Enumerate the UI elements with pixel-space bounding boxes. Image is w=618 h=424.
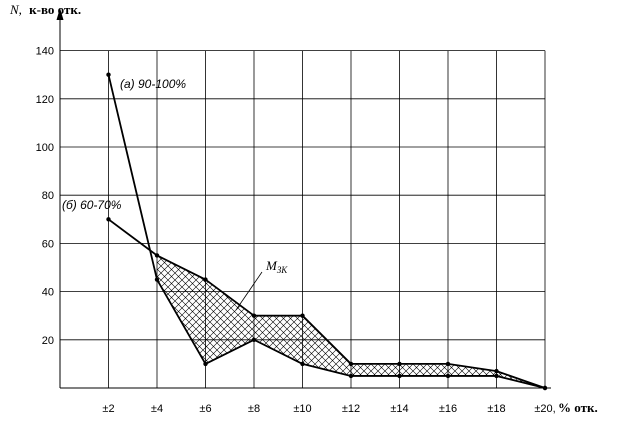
y-axis-title: N, к-во отк. xyxy=(9,2,81,17)
data-point xyxy=(203,361,208,367)
x-tick-label: ±8 xyxy=(248,403,260,415)
data-point xyxy=(494,373,499,379)
x-tick-label: ±10 xyxy=(293,403,311,415)
y-tick-label: 60 xyxy=(42,238,54,250)
x-tick-label: ±16 xyxy=(439,403,457,415)
data-point xyxy=(154,277,160,282)
data-point xyxy=(106,72,111,77)
y-tick-label: 20 xyxy=(42,335,54,347)
y-tick-label: 120 xyxy=(36,94,54,106)
data-point xyxy=(397,361,402,367)
grid xyxy=(60,50,546,388)
data-point xyxy=(154,253,160,258)
y-axis-arrow xyxy=(56,8,64,20)
x-axis-unit: % отк. xyxy=(558,400,598,415)
data-point xyxy=(251,337,257,342)
data-point xyxy=(445,373,451,379)
axes xyxy=(56,8,551,389)
mzk-leader-line xyxy=(235,271,263,311)
data-point xyxy=(542,385,548,391)
series-line-0 xyxy=(107,74,546,389)
y-tick-label: 140 xyxy=(36,46,54,58)
data-point xyxy=(106,217,111,222)
data-point xyxy=(300,361,305,367)
y-tick-label: 80 xyxy=(42,190,54,202)
x-tick-label: ±6 xyxy=(199,403,211,415)
data-point xyxy=(348,361,354,367)
data-point xyxy=(203,277,208,282)
x-tick-label: ±12 xyxy=(342,403,360,415)
x-tick-label: ±4 xyxy=(151,403,163,415)
series-layer xyxy=(106,72,548,391)
x-tick-label: ±18 xyxy=(487,403,505,415)
data-point xyxy=(251,313,257,318)
data-point xyxy=(348,373,354,379)
series-label-a: (а) 90-100% xyxy=(120,77,186,91)
y-tick-label: 40 xyxy=(42,287,54,299)
mzk-annotation: МЗК xyxy=(265,258,288,275)
data-point xyxy=(397,373,402,379)
x-tick-label: ±14 xyxy=(390,403,408,415)
data-point xyxy=(445,361,451,367)
series-line-1 xyxy=(107,218,546,389)
series-label-b: (б) 60-70% xyxy=(62,198,122,212)
data-point xyxy=(300,313,305,318)
x-tick-labels: ±2 ±4 ±6 ±8 ±10 ±12 ±14 ±16 ±18 ±20, xyxy=(102,403,555,415)
y-tick-labels: 20 40 60 80 100 120 140 xyxy=(36,46,54,347)
y-tick-label: 100 xyxy=(36,142,54,154)
x-tick-label: ±2 xyxy=(102,403,114,415)
x-tick-label: ±20, xyxy=(534,403,555,415)
data-point xyxy=(494,368,499,374)
